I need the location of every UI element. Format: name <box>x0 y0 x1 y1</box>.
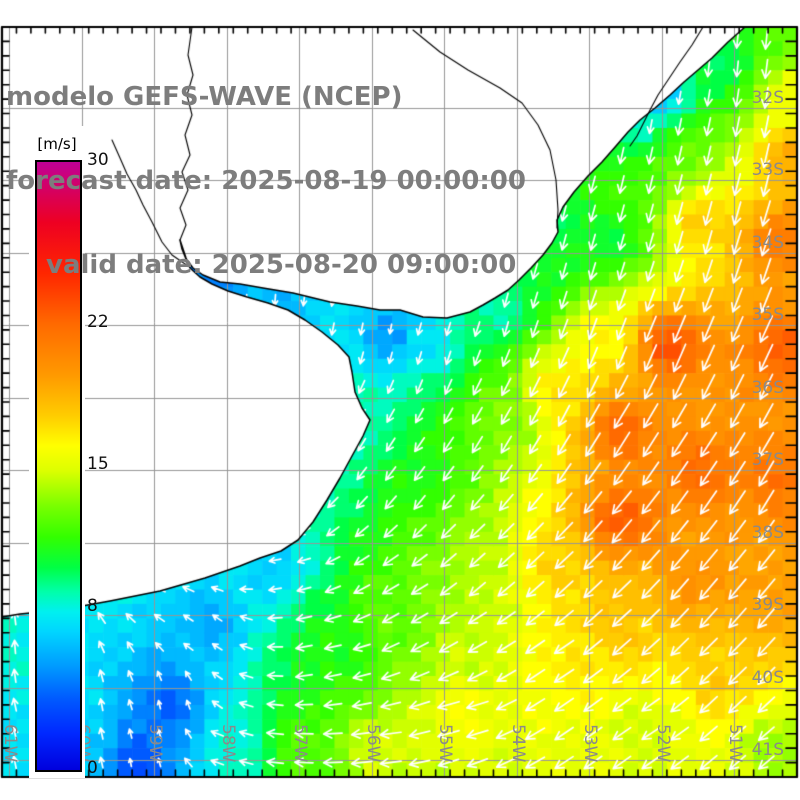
lon-label: 59W <box>145 724 165 763</box>
colorbar-unit-label: [m/s] <box>37 135 77 153</box>
lon-label: 61W <box>0 724 20 763</box>
lat-label: 39S <box>751 595 784 615</box>
lat-label: 32S <box>751 88 784 108</box>
lon-label: 53W <box>580 724 600 763</box>
title-block: modelo GEFS-WAVE (NCEP) forecast date: 2… <box>6 27 526 307</box>
colorbar-tick-label: 8 <box>87 596 98 616</box>
model-title: modelo GEFS-WAVE (NCEP) <box>6 82 403 112</box>
lon-label: 54W <box>508 724 528 763</box>
lon-label: 56W <box>363 724 383 763</box>
colorbar-tick-label: 22 <box>87 312 109 332</box>
colorbar-tick-label: 30 <box>87 150 109 170</box>
lon-label: 55W <box>435 724 455 763</box>
colorbar-tick-label: 0 <box>87 758 98 778</box>
lat-label: 36S <box>751 378 784 398</box>
lat-label: 35S <box>751 305 784 325</box>
lat-label: 41S <box>751 740 784 760</box>
valid-date-line: valid date: 2025-08-20 09:00:00 <box>46 250 517 280</box>
lat-label: 33S <box>751 160 784 180</box>
colorbar-gradient <box>35 160 82 772</box>
lon-label: 57W <box>290 724 310 763</box>
lat-label: 38S <box>751 523 784 543</box>
forecast-date-line: forecast date: 2025-08-19 00:00:00 <box>6 166 526 196</box>
lat-label: 37S <box>751 450 784 470</box>
lon-label: 51W <box>725 724 745 763</box>
lat-label: 34S <box>751 233 784 253</box>
lon-label: 52W <box>653 724 673 763</box>
lat-label: 40S <box>751 668 784 688</box>
lon-label: 58W <box>218 724 238 763</box>
colorbar-tick-label: 15 <box>87 454 109 474</box>
